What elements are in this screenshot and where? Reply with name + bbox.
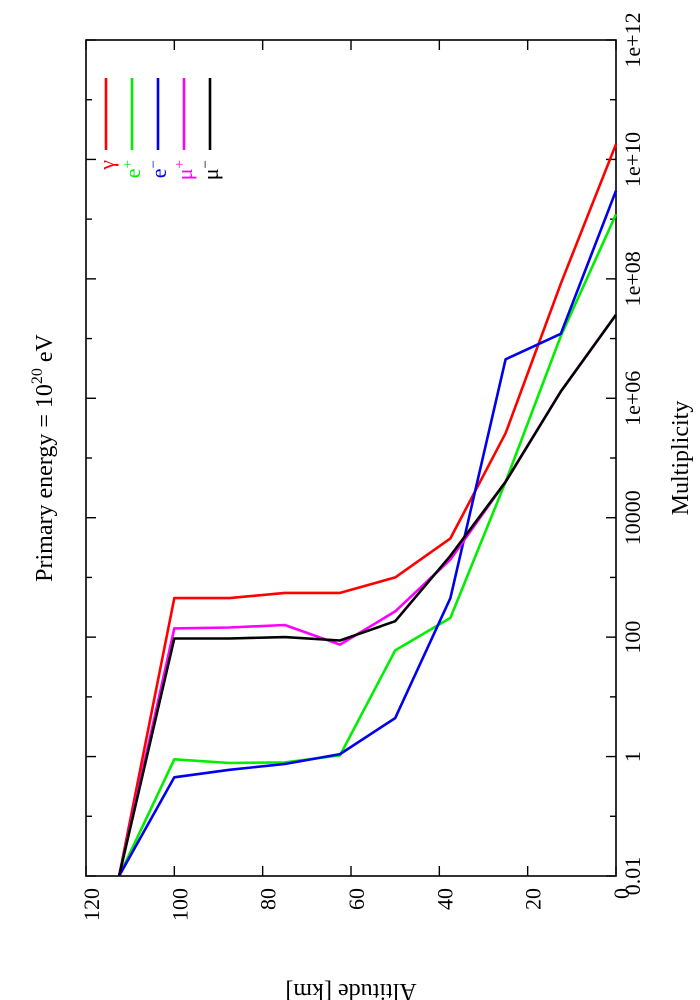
x-tick-label: 1e+08 [620,251,645,306]
x-tick-label: 1e+10 [620,132,645,187]
y-axis-label: Altitude [km] [285,978,416,1000]
legend-label: e− [146,160,171,178]
x-tick-label: 1e+06 [620,371,645,426]
legend-label: γ [94,160,119,171]
chart-title-unit: eV [32,333,58,368]
y-tick-label: 80 [256,888,281,910]
series-line-4 [117,314,618,877]
legend-label: μ− [198,160,223,180]
plot-frame [85,39,617,877]
tick-labels: 0.01 1 100 10000 1e+06 1e+08 1e+10 1e+12 0 20 40 60… [79,12,645,921]
x-tick-label: 1 [620,751,645,762]
x-tick-label: 100 [620,621,645,654]
y-tick-label: 60 [344,888,369,910]
y-tick-label: 0 [609,888,634,899]
series-line-3 [117,190,618,877]
chart-title: Primary energy = 1020 eV [29,333,58,581]
y-tick-label: 100 [167,888,192,921]
legend-label: e+ [120,160,145,178]
x-axis-label: Multiplicity [668,401,694,516]
chart-title-exponent: 20 [29,368,46,384]
series-line-2 [117,213,618,877]
legend-label: μ+ [172,160,197,180]
x-tick-label: 10000 [620,490,645,545]
y-tick-label: 40 [432,888,457,910]
chart-title-main: Primary energy = 10 [32,384,58,582]
x-tick-label: 0.01 [620,857,645,896]
y-tick-label: 20 [521,888,546,910]
series-line-5 [117,314,618,877]
series-lines [117,143,618,877]
y-tick-label: 120 [79,888,104,921]
series-line-1 [117,143,618,877]
x-tick-label: 1e+12 [620,12,645,67]
legend: γe+e−μ+μ− [94,78,223,180]
tick-marks [85,39,617,877]
